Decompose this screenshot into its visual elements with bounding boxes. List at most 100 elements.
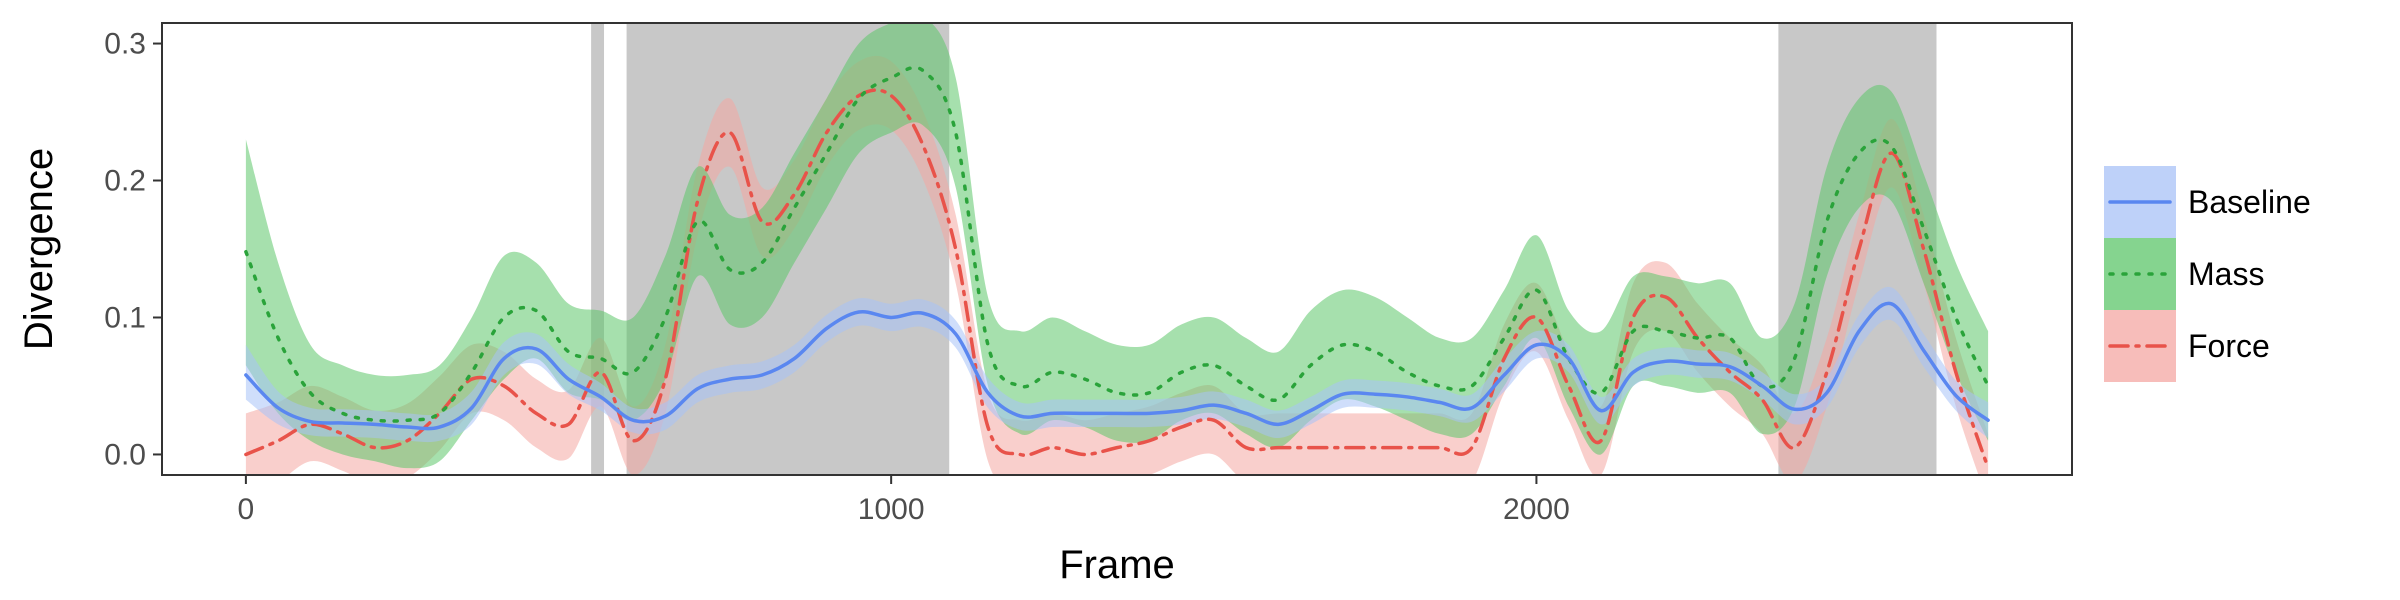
point-mass-37: [1438, 384, 1442, 388]
point-baseline-39: [1502, 373, 1506, 377]
point-baseline-33: [1309, 409, 1313, 413]
legend-item-baseline: Baseline: [2104, 166, 2311, 238]
point-mass-14: [696, 220, 700, 224]
point-mass-9: [534, 309, 538, 313]
point-force-0: [244, 452, 248, 456]
legend-item-force: Force: [2104, 310, 2270, 382]
point-baseline-13: [663, 414, 667, 418]
point-mass-31: [1244, 384, 1248, 388]
point-baseline-17: [792, 357, 796, 361]
point-baseline-20: [889, 315, 893, 319]
point-force-18: [825, 131, 829, 135]
point-force-39: [1502, 357, 1506, 361]
point-mass-35: [1373, 350, 1377, 354]
point-baseline-19: [857, 310, 861, 314]
point-mass-49: [1825, 220, 1829, 224]
point-mass-20: [889, 76, 893, 80]
point-force-28: [1147, 439, 1151, 443]
point-mass-38: [1470, 384, 1474, 388]
point-baseline-4: [373, 422, 377, 426]
point-baseline-50: [1857, 329, 1861, 333]
point-baseline-45: [1696, 362, 1700, 366]
point-baseline-36: [1405, 395, 1409, 399]
point-mass-39: [1502, 336, 1506, 340]
y-tick-label-0.1: 0.1: [104, 301, 146, 334]
point-baseline-11: [599, 395, 603, 399]
legend-item-mass: Mass: [2104, 238, 2264, 310]
point-mass-26: [1083, 377, 1087, 381]
point-mass-32: [1276, 398, 1280, 402]
point-force-15: [728, 131, 732, 135]
point-mass-34: [1341, 343, 1345, 347]
y-tick-label-0.2: 0.2: [104, 165, 146, 198]
point-mass-30: [1212, 363, 1216, 367]
point-baseline-37: [1438, 400, 1442, 404]
point-force-21: [921, 144, 925, 148]
point-baseline-6: [437, 425, 441, 429]
point-baseline-24: [1018, 414, 1022, 418]
point-baseline-28: [1147, 411, 1151, 415]
point-force-44: [1663, 295, 1667, 299]
point-mass-44: [1663, 329, 1667, 333]
point-mass-29: [1180, 370, 1184, 374]
point-force-26: [1083, 452, 1087, 456]
point-force-30: [1212, 418, 1216, 422]
point-baseline-31: [1244, 411, 1248, 415]
point-force-42: [1599, 439, 1603, 443]
plot-frame: [161, 22, 2073, 476]
series-lines: [244, 65, 1990, 470]
point-mass-0: [244, 250, 248, 254]
point-mass-50: [1857, 151, 1861, 155]
point-force-27: [1115, 446, 1119, 450]
point-mass-8: [502, 315, 506, 319]
y-axis-title: Divergence: [17, 148, 61, 350]
point-force-54: [1986, 466, 1990, 470]
point-mass-42: [1599, 391, 1603, 395]
point-force-43: [1631, 315, 1635, 319]
point-mass-7: [470, 370, 474, 374]
point-baseline-22: [954, 332, 958, 336]
point-mass-27: [1115, 391, 1119, 395]
point-mass-2: [308, 391, 312, 395]
point-force-11: [599, 370, 603, 374]
y-tick-label-0.0: 0.0: [104, 438, 146, 471]
line-baseline: [244, 301, 1990, 431]
point-mass-24: [1018, 384, 1022, 388]
point-mass-36: [1405, 370, 1409, 374]
point-baseline-29: [1180, 409, 1184, 413]
point-force-34: [1341, 446, 1345, 450]
point-baseline-16: [760, 373, 764, 377]
point-mass-12: [631, 370, 635, 374]
point-baseline-1: [276, 406, 280, 410]
point-baseline-2: [308, 420, 312, 424]
point-mass-53: [1954, 315, 1958, 319]
point-force-32: [1276, 446, 1280, 450]
point-mass-15: [728, 268, 732, 272]
x-tick-label-2000: 2000: [1503, 493, 1570, 526]
point-force-47: [1760, 398, 1764, 402]
point-force-5: [405, 439, 409, 443]
point-force-24: [1018, 452, 1022, 456]
band-force: [245, 55, 1989, 475]
point-baseline-53: [1954, 394, 1958, 398]
point-baseline-38: [1470, 406, 1474, 410]
point-baseline-32: [1276, 422, 1280, 426]
point-baseline-0: [244, 373, 248, 377]
point-force-20: [889, 94, 893, 98]
point-force-37: [1438, 446, 1442, 450]
point-baseline-41: [1567, 357, 1571, 361]
point-mass-51: [1889, 144, 1893, 148]
point-baseline-42: [1599, 409, 1603, 413]
point-mass-16: [760, 261, 764, 265]
point-baseline-15: [728, 377, 732, 381]
point-mass-4: [373, 418, 377, 422]
point-mass-5: [405, 418, 409, 422]
point-force-12: [631, 439, 635, 443]
point-force-3: [341, 432, 345, 436]
line-mass: [244, 65, 1990, 423]
point-baseline-3: [341, 421, 345, 425]
point-mass-23: [986, 343, 990, 347]
point-baseline-26: [1083, 411, 1087, 415]
point-mass-25: [1050, 370, 1054, 374]
